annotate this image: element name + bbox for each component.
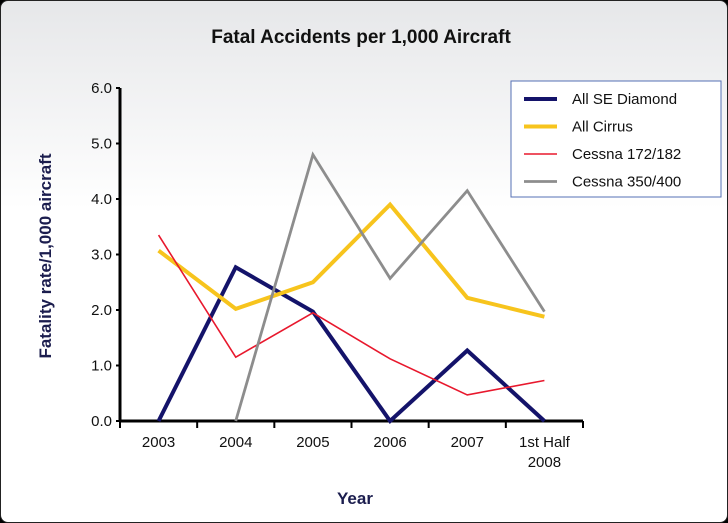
y-tick-label: 6.0: [91, 80, 112, 97]
x-tick-label-line: 2004: [219, 434, 252, 451]
x-tick-label-line: 2005: [296, 434, 329, 451]
chart-title: Fatal Accidents per 1,000 Aircraft: [211, 27, 511, 48]
x-tick-label: 2005: [296, 434, 329, 451]
legend: All SE Diamond All Cirrus Cessna 172/182 Ce…: [510, 80, 722, 198]
y-tick-label: 0.0: [91, 413, 112, 430]
legend-label: All SE Diamond: [572, 91, 677, 108]
series-line-all-se-diamond: [156, 264, 546, 425]
x-axis-label: Year: [337, 489, 373, 508]
x-tick-label-line: 2006: [373, 434, 406, 451]
x-tick-label-line: 2007: [451, 434, 484, 451]
x-tick-label-line: 2008: [528, 454, 561, 471]
y-tick-label: 4.0: [91, 191, 112, 208]
x-tick-label: 1st Half 2008: [519, 434, 571, 471]
x-tick-label: 2004: [219, 434, 252, 451]
x-tick-label: 2003: [142, 434, 175, 451]
series-line-cessna-172-182: [157, 234, 545, 396]
x-tick-label: 2007: [451, 434, 484, 451]
y-tick-label: 1.0: [91, 358, 112, 375]
x-tick-label-line: 2003: [142, 434, 175, 451]
x-tick-label: 2006: [373, 434, 406, 451]
x-tick-label-line: 1st Half: [519, 434, 571, 451]
legend-label: All Cirrus: [572, 119, 633, 136]
series-line-all-cirrus: [157, 201, 545, 319]
legend-label: Cessna 172/182: [572, 146, 681, 163]
series-line-cessna-350-400: [234, 151, 546, 422]
y-tick-label: 3.0: [91, 247, 112, 264]
y-axis-label: Fatality rate/1,000 aircraft: [36, 153, 55, 358]
legend-label: Cessna 350/400: [572, 174, 681, 191]
y-tick-label: 5.0: [91, 136, 112, 153]
y-tick-label: 2.0: [91, 302, 112, 319]
